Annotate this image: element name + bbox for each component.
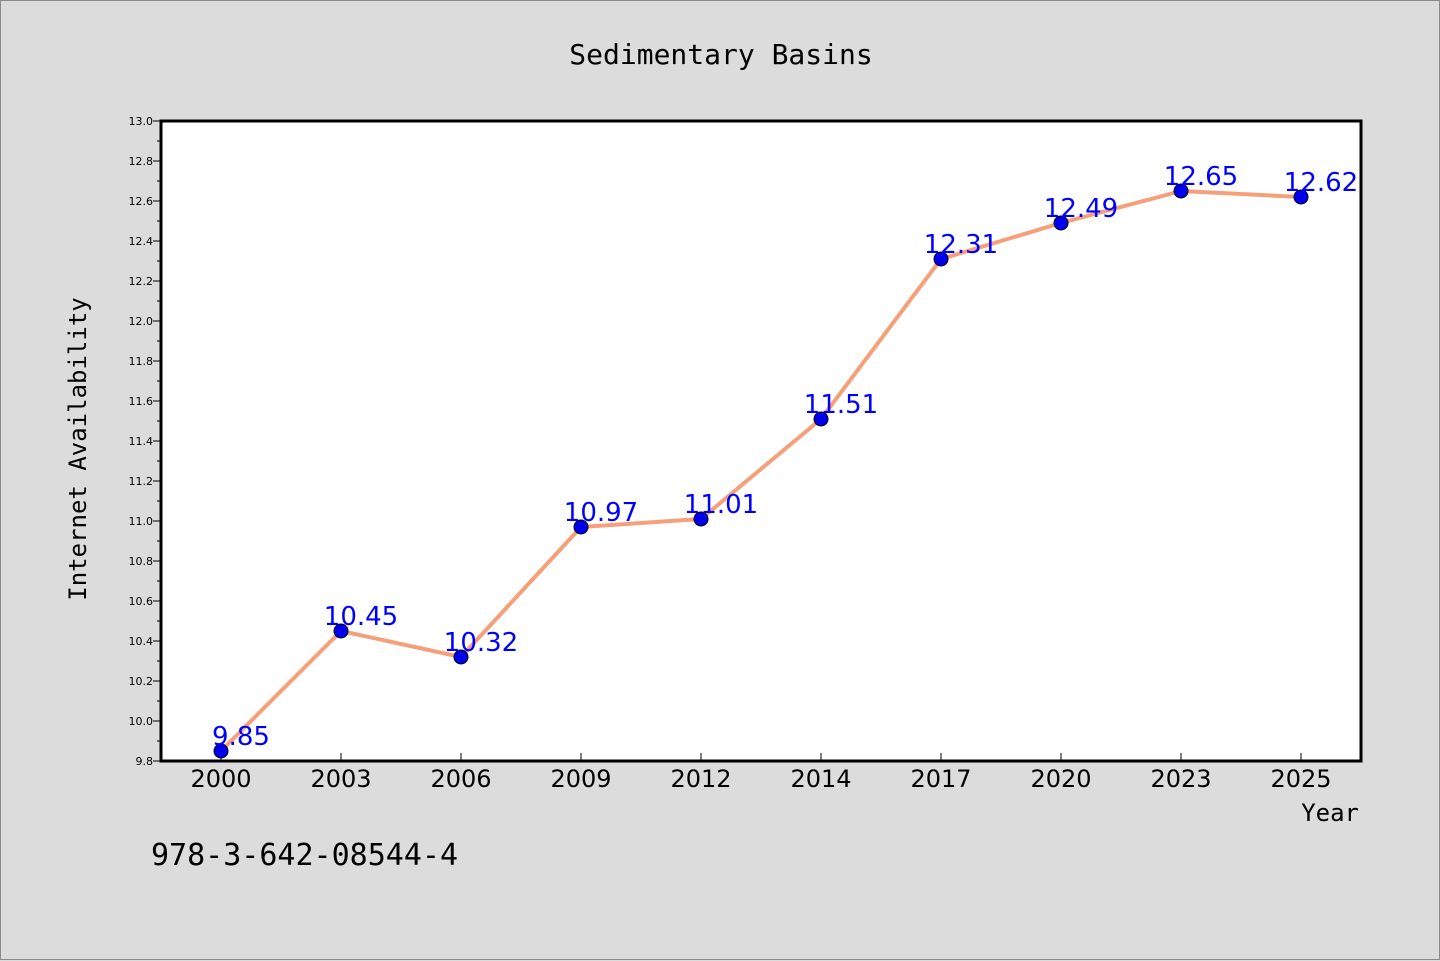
footer-code: 978-3-642-08544-4 — [151, 838, 458, 873]
data-point — [213, 743, 229, 759]
data-point — [1173, 183, 1189, 199]
y-tick-label: 12.0 — [129, 315, 154, 328]
data-point — [573, 519, 589, 535]
y-tick-label: 11.0 — [129, 515, 154, 528]
x-tick-label: 2017 — [910, 765, 971, 793]
data-label: 12.65 — [1164, 162, 1238, 192]
data-label: 9.85 — [212, 722, 270, 752]
data-point — [693, 511, 709, 527]
x-tick-label: 2009 — [550, 765, 611, 793]
y-tick-label: 13.0 — [129, 115, 154, 128]
data-point — [813, 411, 829, 427]
y-tick-label: 12.4 — [129, 235, 154, 248]
y-tick-label: 12.6 — [129, 195, 154, 208]
data-label: 12.31 — [924, 230, 998, 260]
y-tick-label: 12.2 — [129, 275, 154, 288]
data-label: 10.32 — [444, 628, 518, 658]
plot-area — [159, 119, 1363, 763]
y-tick-label: 10.4 — [129, 635, 154, 648]
data-point — [933, 251, 949, 267]
x-tick-label: 2012 — [670, 765, 731, 793]
y-tick-label: 11.8 — [129, 355, 154, 368]
series-layer — [213, 183, 1309, 759]
x-tick-label: 2020 — [1030, 765, 1091, 793]
y-tick-label: 11.6 — [129, 395, 154, 408]
x-tick-label: 2000 — [190, 765, 251, 793]
data-label: 10.97 — [564, 498, 638, 528]
y-tick-label: 10.8 — [129, 555, 154, 568]
data-label: 12.49 — [1044, 194, 1118, 224]
chart-title: Sedimentary Basins — [569, 38, 872, 71]
y-tick-label: 10.2 — [129, 675, 154, 688]
data-point — [1053, 215, 1069, 231]
series-line — [219, 189, 1303, 753]
data-point — [333, 623, 349, 639]
y-tick-label: 9.8 — [136, 755, 154, 768]
x-tick-label: 2003 — [310, 765, 371, 793]
data-labels: 9.85 10.45 10.32 10.97 11.01 11.51 12.31 12.49 1… — [212, 162, 1358, 752]
y-tick-label: 12.8 — [129, 155, 154, 168]
data-label: 10.45 — [324, 602, 398, 632]
data-point — [453, 649, 469, 665]
x-axis-label: Year — [1301, 799, 1359, 827]
x-tick-label: 2023 — [1150, 765, 1211, 793]
data-label: 12.62 — [1284, 168, 1358, 198]
y-tick-label: 11.4 — [129, 435, 154, 448]
x-tick-label: 2014 — [790, 765, 851, 793]
x-axis-ticks: 2000 2003 2006 2009 2012 2014 2017 2020 2023 2025 — [190, 753, 1332, 793]
data-point — [1293, 189, 1309, 205]
data-label: 11.01 — [684, 490, 758, 520]
x-tick-label: 2025 — [1270, 765, 1331, 793]
y-tick-label: 10.6 — [129, 595, 154, 608]
x-tick-label: 2006 — [430, 765, 491, 793]
y-tick-label: 10.0 — [129, 715, 154, 728]
data-label: 11.51 — [804, 390, 878, 420]
y-axis-ticks: 9.8 10.0 10.2 10.4 10.6 10.8 11.0 11.2 11.4 11.6 1… — [129, 115, 161, 768]
y-axis-label: Internet Availability — [64, 297, 92, 600]
y-tick-label: 11.2 — [129, 475, 154, 488]
